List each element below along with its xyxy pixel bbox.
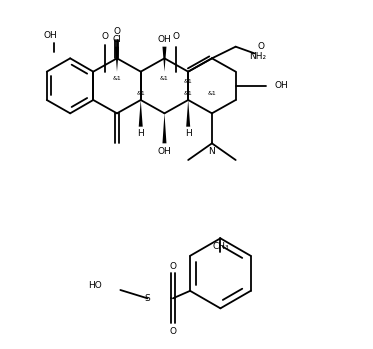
Text: HO: HO: [88, 282, 102, 290]
Text: NH₂: NH₂: [249, 52, 266, 61]
Text: &1: &1: [207, 91, 216, 96]
Text: O: O: [169, 262, 176, 271]
Text: O: O: [113, 27, 120, 36]
Text: OH: OH: [275, 81, 288, 90]
Text: N: N: [209, 147, 215, 156]
Text: &1: &1: [113, 76, 121, 81]
Text: CH₃: CH₃: [212, 242, 229, 251]
Text: O: O: [258, 42, 264, 51]
Polygon shape: [163, 47, 166, 72]
Text: H: H: [185, 129, 192, 138]
Text: O: O: [169, 327, 176, 336]
Polygon shape: [139, 100, 143, 127]
Text: &1: &1: [160, 76, 169, 81]
Text: Cl: Cl: [113, 36, 122, 45]
Text: O: O: [101, 32, 109, 41]
Text: OH: OH: [44, 31, 58, 40]
Polygon shape: [163, 113, 166, 143]
Text: S: S: [145, 294, 150, 303]
Text: OH: OH: [157, 147, 171, 156]
Text: O: O: [173, 32, 180, 41]
Polygon shape: [115, 47, 119, 72]
Text: OH: OH: [157, 36, 171, 45]
Polygon shape: [186, 100, 190, 127]
Text: H: H: [137, 129, 144, 138]
Text: &1: &1: [184, 79, 192, 84]
Text: &1: &1: [184, 91, 192, 96]
Text: &1: &1: [137, 91, 145, 96]
